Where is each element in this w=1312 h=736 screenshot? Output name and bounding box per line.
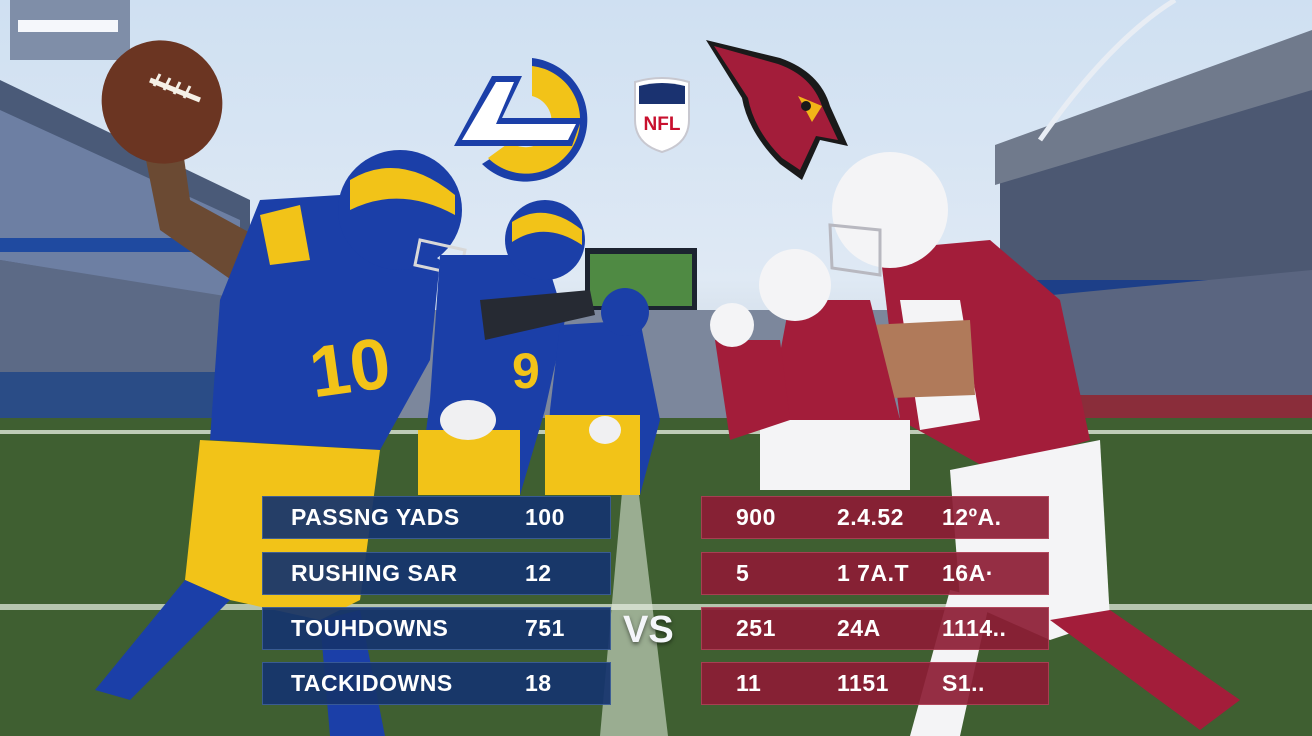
rams-stat-value: 18 xyxy=(525,670,552,696)
cardinals-stat-value: 1 7A.T xyxy=(837,560,910,586)
rams-stat-value: 12 xyxy=(525,560,552,586)
cardinals-stat-row: 5 1 7A.T 16A· xyxy=(701,552,1049,595)
cardinals-stat-value: 16A· xyxy=(942,560,994,586)
cardinals-stat-value: 251 xyxy=(736,615,776,641)
cardinals-stat-value: 24A xyxy=(837,615,881,641)
rams-stat-label: PASSNG YADS xyxy=(291,504,460,530)
rams-logo-icon: LA xyxy=(454,58,588,182)
cardinals-logo-icon xyxy=(706,40,848,180)
rams-logo-text: LA xyxy=(512,136,514,139)
football-icon xyxy=(101,40,223,164)
rams-stat-label: RUSHING SAR xyxy=(291,560,458,586)
rams-stat-value: 100 xyxy=(525,504,565,530)
rams-stat-row: PASSNG YADS 100 xyxy=(262,496,611,539)
cardinals-stat-row: 251 24A 1114.. xyxy=(701,607,1049,650)
nfl-shield-icon: NFL xyxy=(634,77,690,154)
nfl-shield-text: NFL xyxy=(644,114,681,135)
rams-stat-row: RUSHING SAR 12 xyxy=(262,552,611,595)
cardinals-stat-value: 1151 xyxy=(837,670,889,696)
cardinals-stat-value: 12ºA. xyxy=(942,504,1002,530)
vs-label: VS xyxy=(623,609,674,651)
cardinals-stat-value: 2.4.52 xyxy=(837,504,904,530)
rams-stat-row: TACKIDOWNS 18 xyxy=(262,662,611,705)
rams-stat-value: 751 xyxy=(525,615,565,641)
jersey-number-10: 10 xyxy=(305,323,395,413)
rams-stat-label: TOUHDOWNS xyxy=(291,615,449,641)
cardinals-stat-row: 900 2.4.52 12ºA. xyxy=(701,496,1049,539)
cardinals-stat-row: 11 1151 S1.. xyxy=(701,662,1049,705)
cardinals-stat-value: 1114.. xyxy=(942,615,1007,641)
cardinals-stat-value: S1.. xyxy=(942,670,985,696)
cardinals-stat-value: 900 xyxy=(736,504,776,530)
cardinals-stat-value: 11 xyxy=(736,670,762,696)
cardinals-stat-value: 5 xyxy=(736,560,750,586)
jersey-number-9: 9 xyxy=(512,343,540,399)
rams-stat-label: TACKIDOWNS xyxy=(291,670,453,696)
rams-stat-row: TOUHDOWNS 751 xyxy=(262,607,611,650)
